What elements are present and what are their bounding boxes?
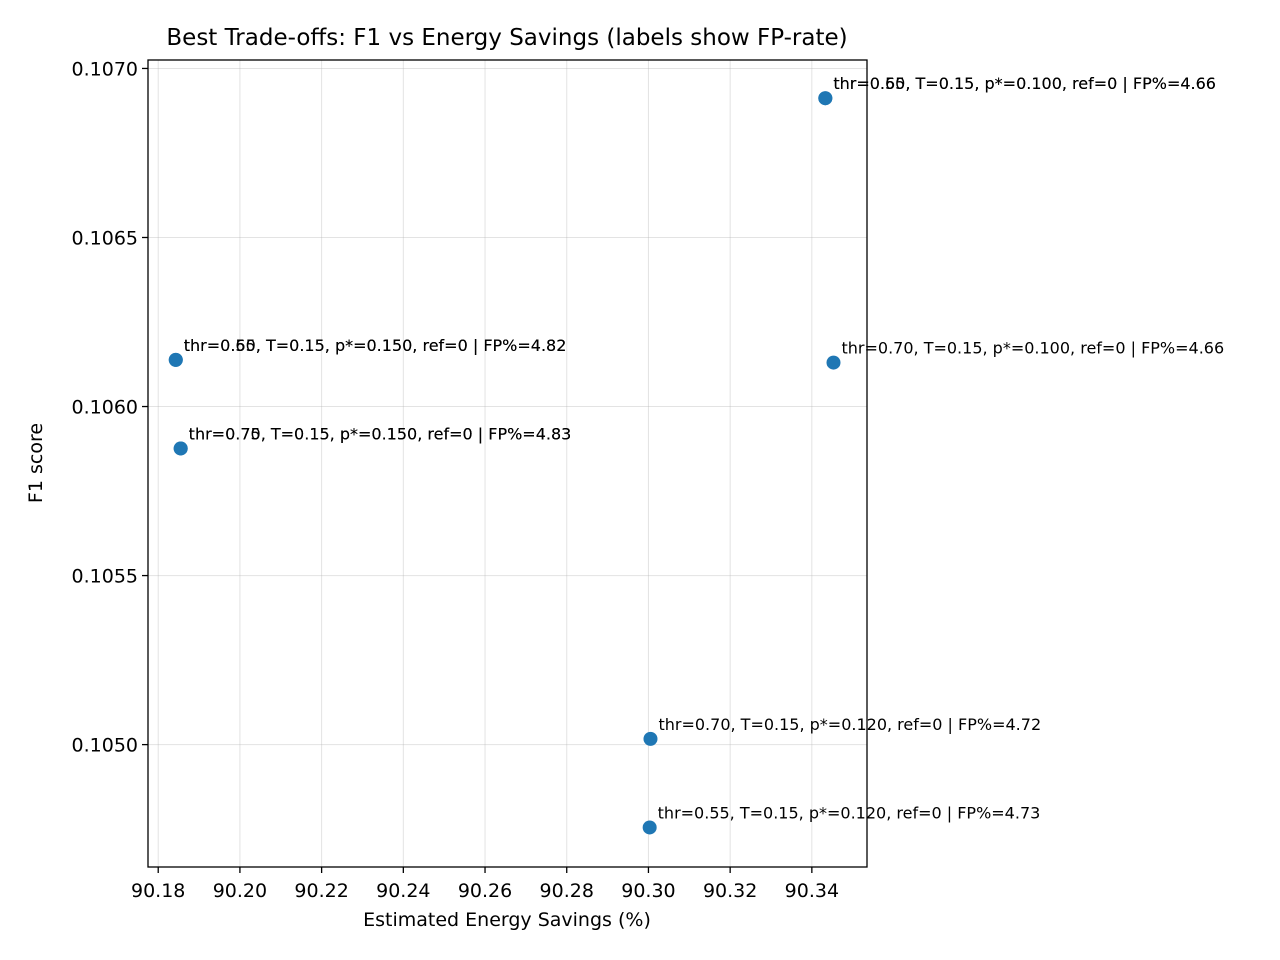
point-label: thr=0.60, T=0.15, p*=0.150, ref=0 | FP%=… — [184, 336, 567, 355]
x-tick-label: 90.26 — [458, 880, 512, 902]
grid-layer — [148, 60, 867, 867]
x-tick-label: 90.24 — [376, 880, 430, 902]
x-axis-label: Estimated Energy Savings (%) — [363, 909, 651, 931]
x-tick-label: 90.20 — [213, 880, 267, 902]
x-tick-label: 90.22 — [294, 880, 348, 902]
y-tick-label: 0.1065 — [72, 227, 138, 249]
ticks-layer: 90.18 90.20 90.22 90.24 90.26 90.28 90.30 90.32… — [72, 58, 840, 902]
x-tick-label: 90.28 — [540, 880, 594, 902]
data-point — [643, 731, 658, 746]
data-point — [168, 352, 183, 367]
point-label: thr=0.70, T=0.15, p*=0.120, ref=0 | FP%=… — [658, 715, 1041, 734]
point-label: thr=0.70, T=0.15, p*=0.150, ref=0 | FP%=… — [189, 424, 572, 443]
y-tick-label: 0.1050 — [72, 735, 138, 757]
data-point — [642, 820, 657, 835]
x-tick-label: 90.34 — [785, 880, 839, 902]
y-axis-label: F1 score — [25, 423, 47, 503]
x-tick-label: 90.32 — [703, 880, 757, 902]
x-tick-label: 90.18 — [131, 880, 185, 902]
data-point — [826, 355, 841, 370]
point-label: thr=0.75, T=0.15, p*=0.150, ref=0 | FP%=… — [189, 424, 572, 443]
y-tick-label: 0.1055 — [72, 566, 138, 588]
y-tick-label: 0.1070 — [72, 58, 138, 80]
plot-frame — [147, 59, 868, 868]
point-label: thr=0.60, T=0.15, p*=0.100, ref=0 | FP%=… — [833, 74, 1216, 93]
data-point — [173, 441, 188, 456]
point-label: thr=0.70, T=0.15, p*=0.100, ref=0 | FP%=… — [842, 339, 1225, 358]
y-tick-label: 0.1060 — [72, 397, 138, 419]
point-label: thr=0.55, T=0.15, p*=0.100, ref=0 | FP%=… — [833, 74, 1216, 93]
point-label: thr=0.55, T=0.15, p*=0.120, ref=0 | FP%=… — [658, 803, 1041, 822]
chart-title: Best Trade-offs: F1 vs Energy Savings (l… — [166, 25, 847, 51]
x-tick-label: 90.30 — [621, 880, 675, 902]
data-point — [818, 91, 833, 106]
points-layer: thr=0.55, T=0.15, p*=0.100, ref=0 | FP%=… — [168, 74, 1225, 835]
point-label: thr=0.55, T=0.15, p*=0.150, ref=0 | FP%=… — [184, 336, 567, 355]
